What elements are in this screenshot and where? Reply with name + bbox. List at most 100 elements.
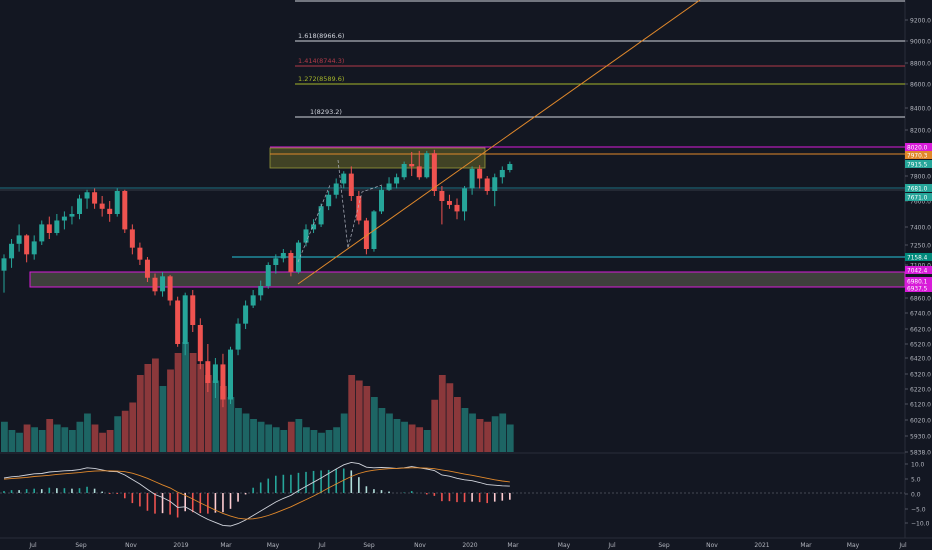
signal-line [3,467,510,520]
candle-body [205,361,211,383]
volume-bar [53,424,61,452]
volume-bar [272,427,280,452]
price-tick-label: 6860.0 [910,296,931,303]
volume-bar [84,413,91,452]
volume-bar [61,427,69,452]
volume-bar [310,430,318,452]
volume-bar [227,397,235,452]
projection-dash-1 [297,184,331,263]
candle-body [54,220,60,233]
candle-body [84,192,90,199]
price-label: 7671.0 [907,195,928,201]
price-tick-label: 5930.0 [910,434,931,441]
candle-body [160,276,166,292]
time-label: Sep [658,542,670,549]
price-label: 7158.4 [907,255,928,261]
price-tick-label: 6740.0 [910,311,931,318]
volume-bar [506,424,514,452]
volume-bar [121,410,129,452]
volume-bar [484,421,491,452]
time-label: Jul [898,542,907,549]
candle-body [250,295,256,306]
candle-body [16,235,22,244]
price-tick-label: 6020.0 [910,418,931,425]
price-label: 6937.5 [907,286,928,292]
ascending-trendline [297,0,701,285]
candle-body [114,191,120,214]
candle-body [220,364,226,400]
candle-body [137,247,143,260]
candle-body [484,178,490,191]
volume-bar [491,416,499,452]
candle-body [107,208,113,214]
macd-pane [0,461,905,527]
horizontal-levels [0,146,905,258]
candle-body [454,204,460,212]
price-label: 7970.3 [907,153,928,159]
volume-bar [370,397,378,452]
volume-bar [416,427,424,452]
price-tick-label: 5838.0 [910,450,931,457]
macd-line [3,461,510,527]
volume-bar [212,380,220,452]
fib-label: 1(8293.2) [310,108,342,116]
time-label: May [847,542,860,549]
volume-bar [461,408,469,452]
volume-bar [454,397,461,452]
candle-body [265,265,271,286]
price-tick-label: 7250.0 [910,243,931,250]
volume-bar [1,421,8,452]
candle-body [212,364,218,383]
candle-body [31,241,37,255]
time-label: May [558,542,571,549]
volume-bar [136,375,144,452]
candle-body [386,183,392,190]
fib-label: 1.272(8589.6) [298,75,344,83]
volume-bar [355,380,363,452]
volume-bar [476,419,484,452]
price-tick-label: 8400.0 [910,106,931,113]
fib-label: 1.618(8966.6) [298,32,344,40]
candle-body [167,276,173,301]
time-label: Mar [800,542,812,549]
volume-bar [242,413,250,452]
drawings [297,0,701,285]
candle-body [507,164,513,170]
candle-body [9,243,15,259]
candle-body [190,295,196,325]
time-label: 2021 [754,542,769,549]
price-label-bg [905,160,932,168]
candle-body [401,164,407,178]
price-tick-label: 8600.0 [910,82,931,89]
candle-body [499,170,505,178]
volume-bar [431,399,439,452]
candle-body [152,277,158,292]
volume-bar [235,408,242,452]
volume-bar [287,421,295,452]
candle-body [363,220,369,249]
time-label: Jul [28,542,37,549]
volume-bar [257,421,265,452]
candle-body [197,325,203,362]
volume-bar [204,375,212,452]
candle-body [424,153,430,178]
price-tick-label: 9000.0 [910,39,931,46]
volume-bar [189,353,197,452]
time-label: Nov [125,542,137,549]
candle-body [39,224,45,242]
volume-bar [197,364,205,452]
resistance-zone [269,147,486,169]
volume-bar [106,430,114,452]
candle-body [182,295,188,344]
volume-bar [386,413,393,452]
volume-bar [408,424,416,452]
candle-body [446,201,452,205]
volume-bar [333,427,340,452]
macd-tick-label: −5.0 [911,507,926,514]
time-label: 2020 [462,542,477,549]
volume-bar [159,386,167,452]
volume-bar [46,419,54,452]
volume-bar [318,432,325,452]
candle-body [69,214,75,217]
